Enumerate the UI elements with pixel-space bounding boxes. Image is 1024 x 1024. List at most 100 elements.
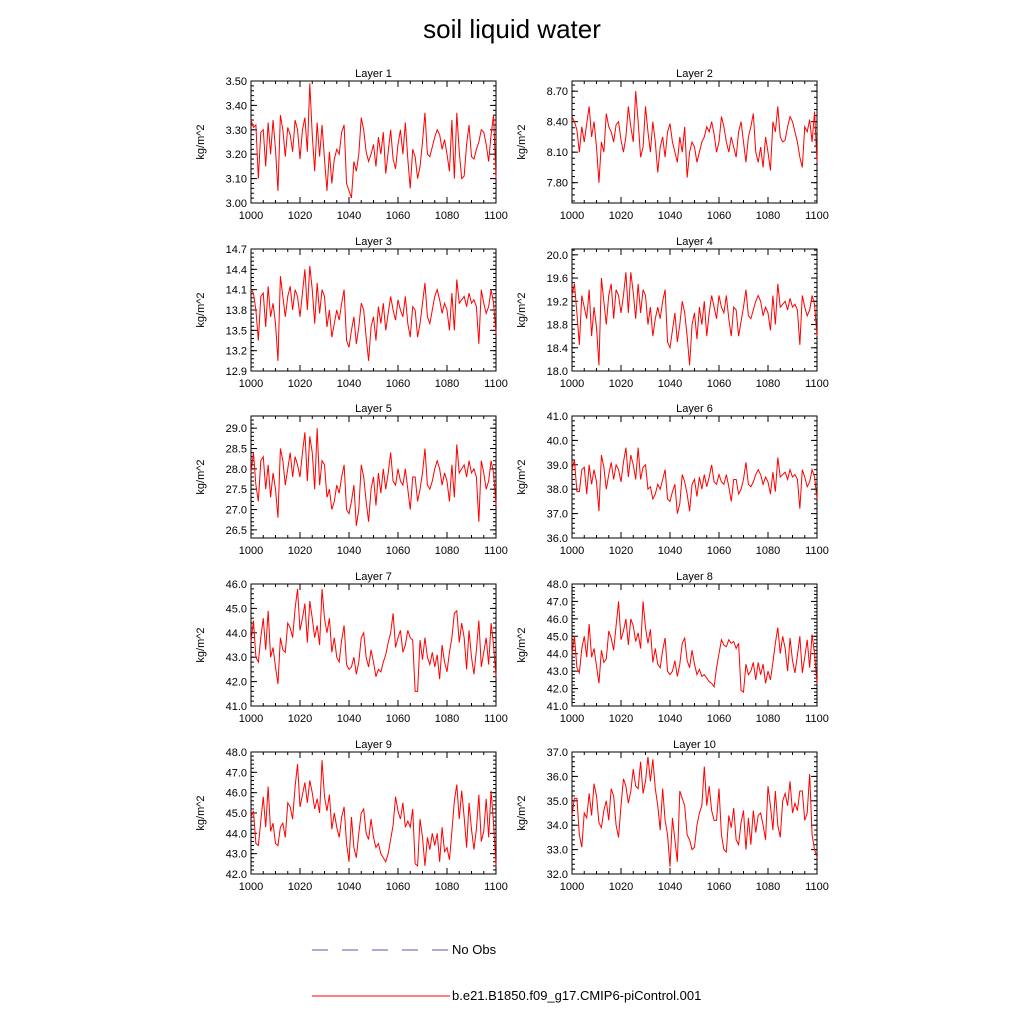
panel-8-xtick-label: 1020	[609, 713, 633, 725]
panel-1-ytick-label: 3.50	[226, 76, 247, 88]
panel-2-xtick-label: 1100	[805, 210, 829, 222]
panel-3-xtick-label: 1020	[288, 378, 312, 390]
panel-6-ytick-label: 38.0	[547, 484, 568, 496]
panel-5-ytick-label: 29.0	[226, 423, 247, 435]
panel-5-xtick-label: 1020	[288, 545, 312, 557]
panel-7-xtick-label: 1080	[435, 713, 459, 725]
panel-1-ytick-label: 3.20	[226, 149, 247, 161]
panel-6-ylabel: kg/m^2	[516, 459, 528, 494]
panel-10-ytick-label: 33.0	[547, 845, 568, 857]
panel-5-ylabel: kg/m^2	[195, 459, 207, 494]
panel-10-ylabel: kg/m^2	[516, 795, 528, 830]
panel-8-xtick-label: 1060	[707, 713, 731, 725]
panel-2-xtick-label: 1060	[707, 210, 731, 222]
panel-10-title: Layer 10	[673, 739, 716, 751]
panel-7-xtick-label: 1040	[337, 713, 361, 725]
panel-7-xtick-label: 1100	[484, 713, 508, 725]
panel-9-title: Layer 9	[355, 739, 392, 751]
panel-5-ytick-label: 28.5	[226, 444, 247, 456]
panel-2-series-line	[571, 91, 818, 183]
panel-9-xtick-label: 1020	[288, 881, 312, 893]
panel-8-ytick-label: 41.0	[547, 701, 568, 713]
panel-1-frame	[250, 80, 497, 204]
panel-7-title: Layer 7	[355, 571, 392, 583]
panel-10-ytick-label: 34.0	[547, 820, 568, 832]
panel-1-series-line	[250, 83, 497, 199]
panel-8-frame	[571, 583, 818, 707]
panel-8-xtick-label: 1040	[658, 713, 682, 725]
panel-7-xtick-label: 1020	[288, 713, 312, 725]
panel-8-ytick-label: 48.0	[547, 579, 568, 591]
panel-3-ytick-label: 14.1	[226, 285, 247, 297]
panel-3-ytick-label: 13.5	[226, 325, 247, 337]
panel-10-xtick-label: 1040	[658, 881, 682, 893]
panel-2-xtick-label: 1040	[658, 210, 682, 222]
panel-9-xtick-label: 1040	[337, 881, 361, 893]
panel-3-ytick-label: 14.7	[226, 244, 247, 256]
panel-4-ytick-label: 19.6	[547, 273, 568, 285]
panel-8-title: Layer 8	[676, 571, 713, 583]
panel-4: Layer 4 1000 1020 1040 1060 1080 1100 18.0 18.4 1…	[516, 236, 829, 390]
panel-6-ytick-label: 39.0	[547, 460, 568, 472]
panel-9-xtick-label: 1100	[484, 881, 508, 893]
panel-9-ytick-label: 48.0	[226, 747, 247, 759]
panel-7-xtick-label: 1060	[386, 713, 410, 725]
panel-4-ytick-label: 20.0	[547, 250, 568, 262]
panel-5-xtick-label: 1040	[337, 545, 361, 557]
panel-10-xtick-label: 1020	[609, 881, 633, 893]
panel-8-ytick-label: 44.0	[547, 649, 568, 661]
panel-10-xtick-label: 1080	[756, 881, 780, 893]
panel-4-xtick-label: 1100	[805, 378, 829, 390]
panel-1-ytick-label: 3.10	[226, 174, 247, 186]
panel-6-ytick-label: 41.0	[547, 411, 568, 423]
panel-7-ytick-label: 44.0	[226, 628, 247, 640]
panel-10-frame	[571, 751, 818, 875]
panel-8-series-line	[571, 601, 818, 693]
panel-3: Layer 3 1000 1020 1040 1060 1080 1100 12.9 13.2 1…	[195, 236, 508, 390]
panel-5-ytick-label: 27.0	[226, 505, 247, 517]
panel-5-ytick-label: 27.5	[226, 484, 247, 496]
panel-7-ylabel: kg/m^2	[195, 627, 207, 662]
panel-9-series-line	[250, 760, 497, 867]
panel-6-title: Layer 6	[676, 403, 713, 415]
panel-3-xtick-label: 1040	[337, 378, 361, 390]
panel-1-xtick-label: 1020	[288, 210, 312, 222]
panel-9-ylabel: kg/m^2	[195, 795, 207, 830]
panel-6-xtick-label: 1080	[756, 545, 780, 557]
panel-9-xtick-label: 1080	[435, 881, 459, 893]
figure-title: soil liquid water	[423, 14, 601, 44]
panel-3-xtick-label: 1080	[435, 378, 459, 390]
panel-10-ytick-label: 36.0	[547, 771, 568, 783]
panel-3-title: Layer 3	[355, 236, 392, 248]
panel-1-ytick-label: 3.40	[226, 100, 247, 112]
panel-3-ytick-label: 13.2	[226, 346, 247, 358]
panel-2-frame	[571, 80, 818, 204]
panel-3-ylabel: kg/m^2	[195, 292, 207, 327]
panel-3-ytick-label: 13.8	[226, 305, 247, 317]
panel-9-ytick-label: 47.0	[226, 767, 247, 779]
panel-8-xtick-label: 1100	[805, 713, 829, 725]
panel-7-ytick-label: 42.0	[226, 677, 247, 689]
panel-5-xtick-label: 1000	[239, 545, 263, 557]
panel-1-title: Layer 1	[355, 68, 392, 80]
panel-3-ytick-label: 14.4	[226, 264, 247, 276]
panel-1-xtick-label: 1100	[484, 210, 508, 222]
panel-4-xtick-label: 1040	[658, 378, 682, 390]
panel-3-xtick-label: 1100	[484, 378, 508, 390]
panel-5-title: Layer 5	[355, 403, 392, 415]
panel-5-xtick-label: 1100	[484, 545, 508, 557]
panel-6-xtick-label: 1040	[658, 545, 682, 557]
panel-8-ylabel: kg/m^2	[516, 627, 528, 662]
panel-6-ytick-label: 40.0	[547, 435, 568, 447]
panel-2-ytick-label: 8.70	[547, 86, 568, 98]
panel-10-ytick-label: 35.0	[547, 796, 568, 808]
panel-2: Layer 2 1000 1020 1040 1060 1080 1100 7.80 8.10 8…	[516, 68, 829, 222]
panel-3-ytick-label: 12.9	[226, 366, 247, 378]
panel-8-ytick-label: 46.0	[547, 614, 568, 626]
panel-5-xtick-label: 1080	[435, 545, 459, 557]
panel-1-xtick-label: 1060	[386, 210, 410, 222]
panel-8: Layer 8 1000 1020 1040 1060 1080 1100 41.0 42.0 4…	[516, 571, 829, 725]
panel-2-xtick-label: 1020	[609, 210, 633, 222]
panel-7: Layer 7 1000 1020 1040 1060 1080 1100 41.0 42.0 4…	[195, 571, 508, 725]
panel-9-xtick-label: 1060	[386, 881, 410, 893]
